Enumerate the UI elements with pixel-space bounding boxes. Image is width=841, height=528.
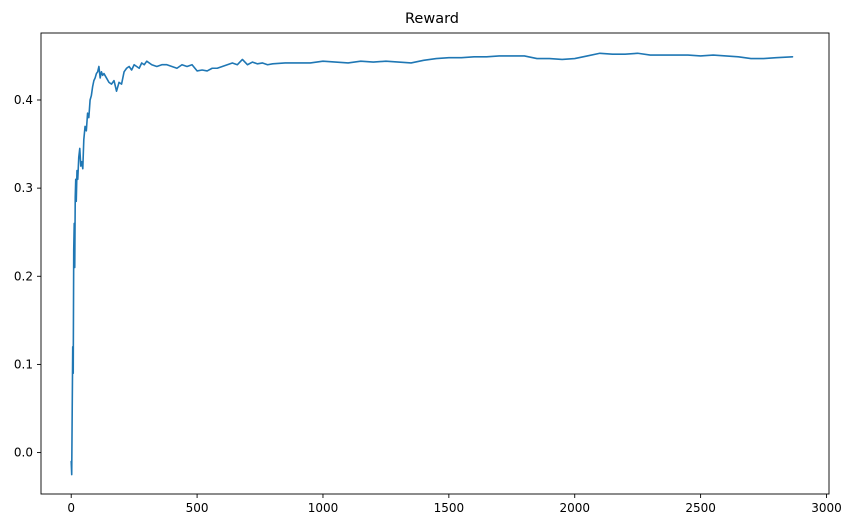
plot-area bbox=[70, 52, 794, 476]
y-tick-label: 0.2 bbox=[14, 269, 33, 283]
y-tick-label: 0.3 bbox=[14, 181, 33, 195]
x-tick-label: 1500 bbox=[434, 501, 465, 515]
y-tick-label: 0.4 bbox=[14, 93, 33, 107]
y-axis: 0.0 0.1 0.2 0.3 0.4 bbox=[14, 93, 41, 460]
y-tick-label: 0.0 bbox=[14, 446, 33, 460]
x-tick-label: 0 bbox=[67, 501, 75, 515]
x-tick-label: 2500 bbox=[685, 501, 716, 515]
x-axis: 0 500 1000 1500 2000 2500 3000 bbox=[67, 494, 841, 515]
y-tick-label: 0.1 bbox=[14, 357, 33, 371]
x-tick-label: 500 bbox=[186, 501, 209, 515]
x-tick-label: 2000 bbox=[559, 501, 590, 515]
reward-series-line-0 bbox=[70, 52, 794, 476]
x-tick-label: 1000 bbox=[308, 501, 339, 515]
x-tick-label: 3000 bbox=[811, 501, 841, 515]
axes-frame bbox=[40, 32, 830, 495]
chart-title: Reward bbox=[405, 11, 459, 27]
